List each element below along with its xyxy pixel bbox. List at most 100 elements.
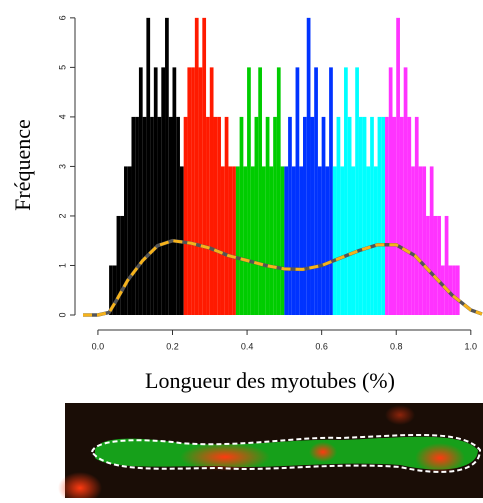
bar: [411, 166, 415, 315]
y-axis-label: Fréquence: [10, 119, 35, 211]
bar: [232, 166, 236, 315]
bar: [120, 215, 125, 315]
bar: [440, 265, 445, 315]
bar: [291, 166, 296, 315]
bar: [399, 116, 404, 316]
bar: [329, 67, 333, 315]
bar: [146, 17, 151, 315]
x-tick-label: 0.8: [390, 341, 403, 351]
bar: [455, 265, 460, 315]
bar: [347, 116, 352, 316]
bar: [407, 116, 412, 316]
nucleus: [180, 443, 270, 471]
bar: [243, 166, 248, 315]
bar: [213, 116, 218, 316]
bar: [284, 166, 289, 315]
bar: [209, 67, 214, 315]
bar: [254, 116, 259, 316]
bar: [358, 116, 363, 316]
y-tick-label: 4: [57, 114, 67, 119]
nucleus: [385, 405, 415, 425]
bar: [332, 166, 337, 315]
bar: [228, 166, 233, 315]
bar: [142, 116, 147, 316]
bar: [131, 116, 136, 316]
bar: [150, 116, 154, 316]
bar: [269, 166, 274, 315]
bar: [220, 166, 225, 315]
bar: [403, 67, 408, 315]
bar: [373, 166, 378, 315]
bar: [306, 17, 311, 315]
bar: [429, 166, 434, 315]
bar: [392, 116, 397, 316]
bar: [396, 17, 400, 315]
x-tick-label: 0.0: [92, 341, 105, 351]
bar: [377, 116, 382, 316]
bar: [273, 116, 277, 316]
bar: [351, 166, 356, 315]
bar: [112, 265, 117, 315]
bar: [299, 166, 304, 315]
bar: [336, 116, 341, 316]
nucleus: [309, 442, 337, 462]
bar: [191, 67, 195, 315]
bar: [310, 116, 315, 316]
bar: [366, 166, 371, 315]
bar: [355, 67, 359, 315]
bar: [157, 116, 162, 316]
x-tick-label: 0.6: [315, 341, 328, 351]
y-tick-label: 5: [57, 65, 67, 70]
bar: [183, 116, 188, 316]
bar: [116, 215, 121, 315]
bar: [303, 116, 307, 316]
y-tick-label: 0: [57, 312, 67, 317]
bar: [317, 166, 322, 315]
bar: [265, 116, 270, 316]
bar: [362, 116, 367, 316]
bar: [153, 67, 158, 315]
bar: [224, 116, 229, 316]
bar: [288, 116, 292, 316]
bar: [194, 17, 199, 315]
bar: [261, 166, 266, 315]
bar: [340, 166, 345, 315]
x-tick-label: 0.4: [241, 341, 254, 351]
x-axis-label: Longueur des myotubes (%): [145, 368, 395, 393]
bar: [161, 67, 166, 315]
bar: [295, 67, 300, 315]
y-tick-label: 1: [57, 263, 67, 268]
nucleus: [58, 472, 102, 503]
bar: [250, 166, 255, 315]
x-tick-label: 1.0: [465, 341, 478, 351]
bar: [135, 116, 139, 316]
bar: [176, 116, 180, 316]
bar: [381, 116, 386, 316]
y-tick-label: 2: [57, 213, 67, 218]
y-tick-label: 6: [57, 15, 67, 20]
bar: [370, 116, 374, 316]
density-curve: [83, 239, 483, 317]
bar: [437, 215, 441, 315]
bar: [198, 67, 203, 315]
bar: [388, 67, 393, 315]
bar: [165, 17, 169, 315]
bar: [314, 67, 318, 315]
plot: [83, 17, 483, 317]
bar: [109, 265, 113, 315]
bar: [422, 166, 427, 315]
bar: [206, 116, 210, 316]
bar: [138, 67, 143, 315]
bar: [276, 67, 281, 315]
x-tick-label: 0.2: [166, 341, 179, 351]
bar: [385, 116, 389, 316]
bar: [217, 116, 221, 316]
bar: [168, 116, 173, 316]
bar: [280, 166, 285, 315]
y-tick-label: 3: [57, 164, 67, 169]
bar: [433, 215, 438, 315]
bar: [124, 166, 128, 315]
bar: [202, 17, 207, 315]
bar: [444, 215, 449, 315]
